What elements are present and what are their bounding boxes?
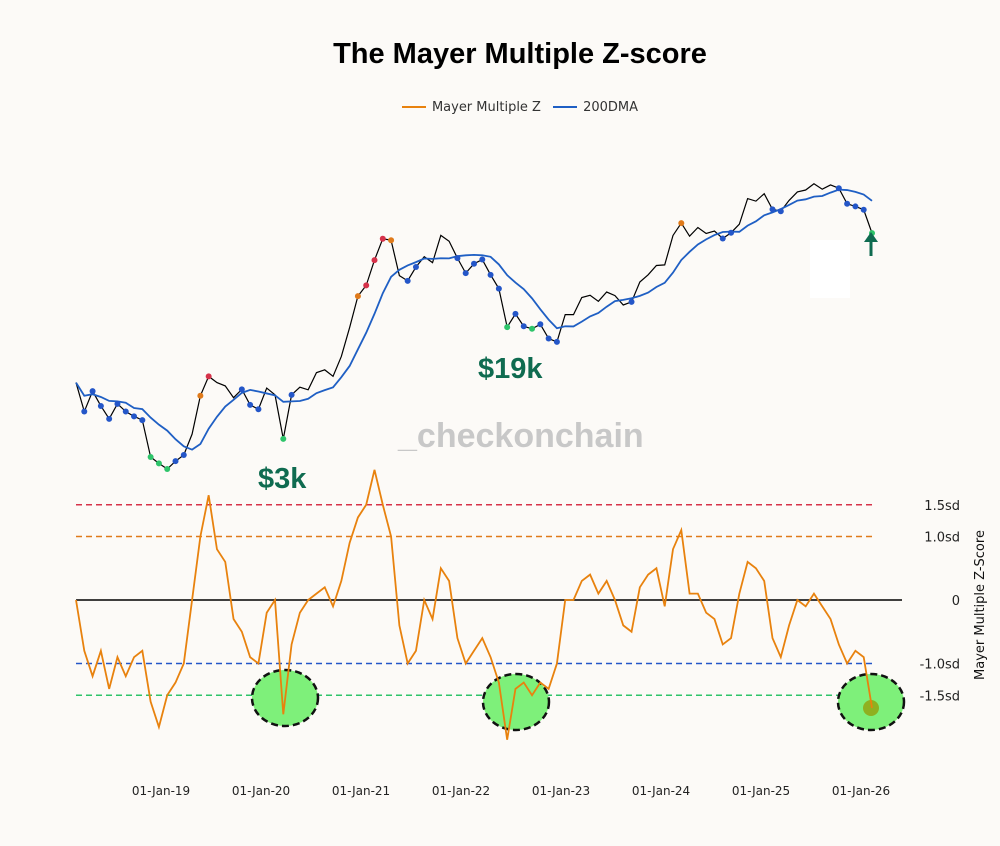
y2-axis-label: Mayer Multiple Z-Score [973,530,988,680]
price-zone-point [520,323,527,330]
price-zone-point [852,203,859,210]
legend-swatch [401,106,426,108]
price-zone-point [255,406,262,413]
price-zone-point [114,400,121,407]
price-zone-point [247,401,254,408]
price-zone-point [504,324,511,331]
price-zone-point [363,282,370,289]
price-zone-point [106,415,113,422]
price-zone-point [155,460,162,467]
price-zone-point [172,458,179,465]
price-zone-point [205,373,212,380]
price-zone-point [147,454,154,461]
z-level-label: 0 [952,594,960,609]
price-zone-point [471,260,477,267]
annotation-3k: $3k [258,463,307,495]
price-zone-point [777,208,784,215]
price-zone-point [462,270,469,277]
series-200dma [75,188,873,451]
price-zone-point [545,335,552,342]
price-zone-point [280,435,287,442]
price-zone-point [379,235,386,242]
x-tick-label: 01-Jan-25 [732,784,790,798]
price-zone-point [288,391,295,398]
price-zone-point [81,408,88,415]
blank-box [810,240,850,298]
legend-label: Mayer Multiple Z [431,99,541,115]
price-zone-point [678,220,685,227]
price-zone-point [122,408,129,415]
price-zone-point [495,285,502,292]
price-zone-point [529,325,536,332]
series-mayer-multiple-z [75,469,873,740]
x-tick-label: 01-Jan-20 [232,784,290,798]
legend-swatch [553,106,578,108]
price-zone-point [97,402,104,409]
price-zone-point [164,466,171,473]
x-tick-label: 01-Jan-22 [432,784,490,798]
legend-item-200dma[interactable]: 200DMA [553,100,638,115]
price-zone-point [844,200,851,207]
current-point-marker [863,700,879,716]
x-tick-label: 01-Jan-24 [632,784,690,798]
legend-label: 200DMA [583,99,639,115]
price-zone-point [512,310,519,317]
price-zone-point [354,293,361,300]
watermark: _checkonchain [397,417,644,455]
price-zone-point [835,185,842,192]
arrow-up-icon [864,232,878,256]
z-level-label: -1.0sd [920,658,960,673]
price-zone-point [553,338,560,345]
price-zone-point [89,388,96,395]
price-zone-point [728,229,735,236]
z-level-label: -1.5sd [920,689,960,704]
price-zone-point [238,386,245,393]
x-tick-label: 01-Jan-26 [832,784,890,798]
price-zone-point [769,206,776,213]
annotation-19k: $19k [478,353,543,385]
z-level-label: 1.5sd [924,499,960,514]
price-zone-point [412,264,419,271]
price-zone-point [479,256,486,263]
capitulation-highlight [481,672,551,732]
price-zone-point [537,321,544,328]
x-tick-label: 01-Jan-21 [332,784,390,798]
price-zone-point [131,413,138,420]
price-zone-point [371,257,378,264]
price-zone-point [719,235,726,242]
price-zone-point [487,271,494,278]
price-zone-point [860,206,867,213]
x-tick-label: 01-Jan-19 [132,784,190,798]
price-zone-point [404,277,411,284]
legend: Mayer Multiple Z 200DMA [0,97,1000,115]
price-zone-point [180,452,187,459]
z-level-label: 1.0sd [924,531,960,546]
chart-title: The Mayer Multiple Z-score [333,38,707,70]
legend-item-mayer[interactable]: Mayer Multiple Z [401,99,541,115]
price-zone-point [139,417,146,424]
price-zone-point [454,255,461,262]
price-zone-point [388,237,395,244]
price-zone-point [197,392,204,399]
price-zone-point [628,298,635,305]
x-tick-label: 01-Jan-23 [532,784,590,798]
